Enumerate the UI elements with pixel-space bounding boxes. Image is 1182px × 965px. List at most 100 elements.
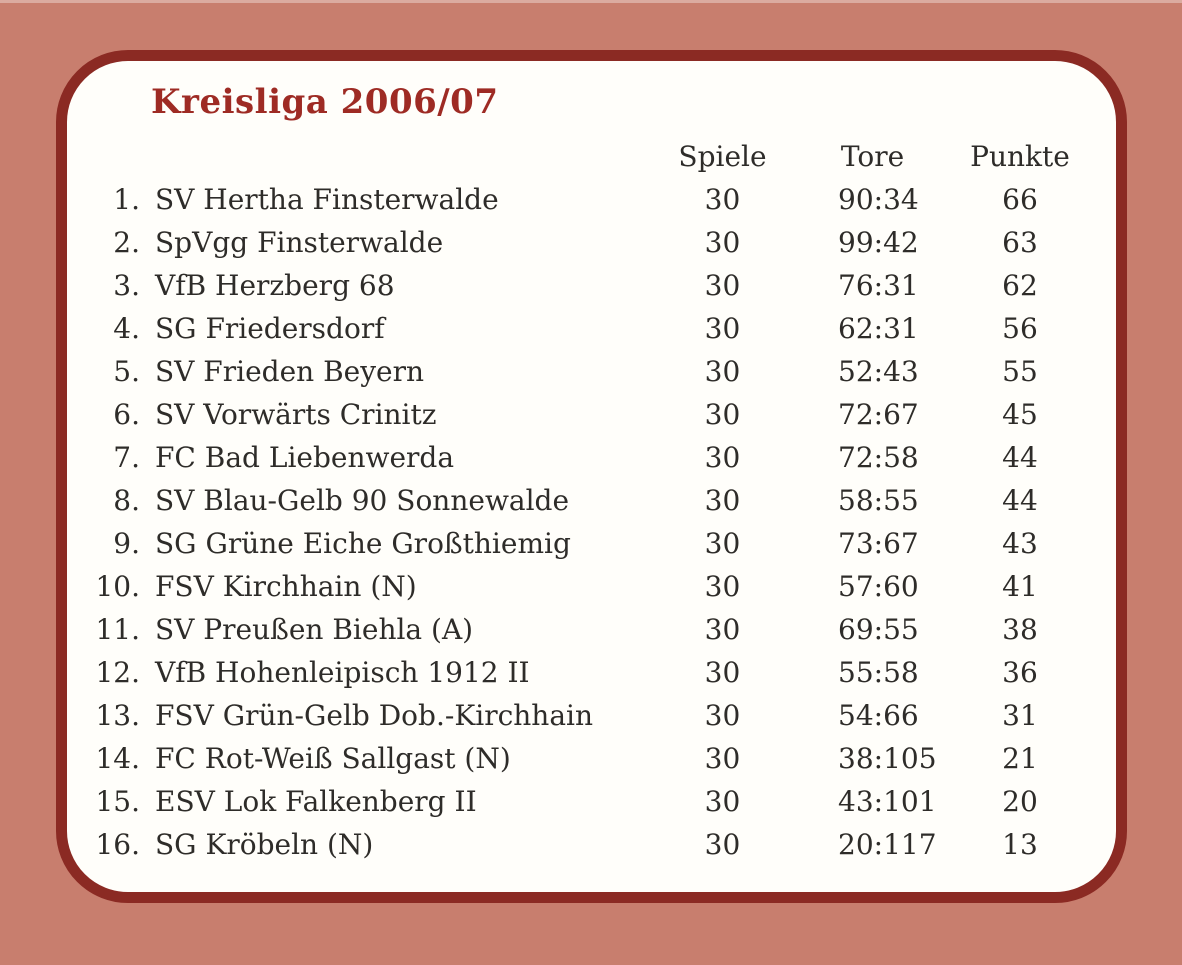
row-tore-value: 54:66 [838,699,919,732]
row-spiele-value: 30 [704,742,741,775]
row-team-name: SV Frieden Beyern [155,355,425,388]
table-row: 4. SG Friedersdorf 30 62:31 56 [67,307,1080,350]
row-tore-value: 20:117 [838,828,937,861]
row-spiele-value: 30 [704,398,741,431]
row-team-name: SpVgg Finsterwalde [155,226,444,259]
row-spiele-value: 30 [704,441,741,474]
page-title: Kreisliga 2006/07 [151,82,499,122]
column-header-punkte: Punkte [970,140,1070,173]
row-rank: 1. [113,183,140,216]
row-tore-value: 90:34 [838,183,919,216]
table-row: 10. FSV Kirchhain (N) 30 57:60 41 [67,565,1080,608]
row-spiele-value: 30 [704,312,741,345]
table-row: 6. SV Vorwärts Crinitz 30 72:67 45 [67,393,1080,436]
table-header-row: Spiele Tore Punkte [67,135,1080,178]
row-spiele-value: 30 [704,183,741,216]
column-header-team-spacer [140,135,660,178]
row-rank: 8. [113,484,140,517]
row-tore-value: 55:58 [838,656,919,689]
row-rank: 5. [113,355,140,388]
row-punkte-value: 55 [1002,355,1038,388]
row-rank: 6. [113,398,140,431]
row-team-name: SG Grüne Eiche Großthiemig [155,527,571,560]
standings-table: Spiele Tore Punkte 1. SV Hertha Finsterwa… [67,135,1080,866]
table-row: 5. SV Frieden Beyern 30 52:43 55 [67,350,1080,393]
row-rank: 9. [113,527,140,560]
row-punkte-value: 62 [1002,269,1038,302]
table-row: 8. SV Blau-Gelb 90 Sonnewalde 30 58:55 44 [67,479,1080,522]
column-header-tore: Tore [840,140,905,173]
row-team-name: SV Preußen Biehla (A) [155,613,474,646]
table-row: 1. SV Hertha Finsterwalde 30 90:34 66 [67,178,1080,221]
row-punkte-value: 20 [1002,785,1038,818]
table-row: 2. SpVgg Finsterwalde 30 99:42 63 [67,221,1080,264]
row-rank: 16. [95,828,140,861]
row-team-name: SG Friedersdorf [155,312,385,345]
row-punkte-value: 36 [1002,656,1038,689]
row-tore-value: 57:60 [838,570,919,603]
row-rank: 11. [95,613,140,646]
row-tore-value: 69:55 [838,613,919,646]
row-rank: 13. [95,699,140,732]
row-tore-value: 72:58 [838,441,919,474]
row-team-name: VfB Herzberg 68 [155,269,395,302]
row-punkte-value: 44 [1002,484,1038,517]
row-team-name: SV Vorwärts Crinitz [155,398,437,431]
table-row: 16. SG Kröbeln (N) 30 20:117 13 [67,823,1080,866]
row-team-name: SV Hertha Finsterwalde [155,183,499,216]
row-rank: 2. [113,226,140,259]
table-body: 1. SV Hertha Finsterwalde 30 90:34 66 2. SpVgg… [67,178,1080,866]
row-team-name: ESV Lok Falkenberg II [155,785,477,818]
table-row: 7. FC Bad Liebenwerda 30 72:58 44 [67,436,1080,479]
row-spiele-value: 30 [704,269,741,302]
row-rank: 14. [95,742,140,775]
row-team-name: SV Blau-Gelb 90 Sonnewalde [155,484,570,517]
row-spiele-value: 30 [704,226,741,259]
row-rank: 12. [95,656,140,689]
row-spiele-value: 30 [704,527,741,560]
row-spiele-value: 30 [704,656,741,689]
row-punkte-value: 41 [1002,570,1038,603]
row-punkte-value: 63 [1002,226,1038,259]
column-header-spiele: Spiele [678,140,767,173]
scan-edge-highlight [0,0,1182,3]
row-rank: 7. [113,441,140,474]
row-team-name: SG Kröbeln (N) [155,828,374,861]
row-spiele-value: 30 [704,828,741,861]
row-rank: 10. [95,570,140,603]
table-row: 3. VfB Herzberg 68 30 76:31 62 [67,264,1080,307]
row-punkte-value: 66 [1002,183,1038,216]
row-tore-value: 76:31 [838,269,919,302]
row-tore-value: 73:67 [838,527,919,560]
table-row: 11. SV Preußen Biehla (A) 30 69:55 38 [67,608,1080,651]
row-rank: 4. [113,312,140,345]
row-spiele-value: 30 [704,484,741,517]
row-punkte-value: 43 [1002,527,1038,560]
row-spiele-value: 30 [704,355,741,388]
row-tore-value: 38:105 [838,742,937,775]
row-punkte-value: 38 [1002,613,1038,646]
row-rank: 3. [113,269,140,302]
table-row: 15. ESV Lok Falkenberg II 30 43:101 20 [67,780,1080,823]
column-header-rank-spacer [67,135,140,178]
row-punkte-value: 45 [1002,398,1038,431]
row-punkte-value: 56 [1002,312,1038,345]
row-spiele-value: 30 [704,570,741,603]
row-punkte-value: 31 [1002,699,1038,732]
row-punkte-value: 44 [1002,441,1038,474]
row-team-name: FSV Kirchhain (N) [155,570,417,603]
row-tore-value: 43:101 [838,785,937,818]
row-tore-value: 99:42 [838,226,919,259]
table-row: 12. VfB Hohenleipisch 1912 II 30 55:58 36 [67,651,1080,694]
row-team-name: FSV Grün-Gelb Dob.-Kirchhain [155,699,594,732]
row-rank: 15. [95,785,140,818]
row-spiele-value: 30 [704,785,741,818]
row-tore-value: 58:55 [838,484,919,517]
row-punkte-value: 21 [1002,742,1038,775]
row-spiele-value: 30 [704,613,741,646]
row-team-name: FC Bad Liebenwerda [155,441,455,474]
row-spiele-value: 30 [704,699,741,732]
row-tore-value: 72:67 [838,398,919,431]
row-punkte-value: 13 [1002,828,1038,861]
